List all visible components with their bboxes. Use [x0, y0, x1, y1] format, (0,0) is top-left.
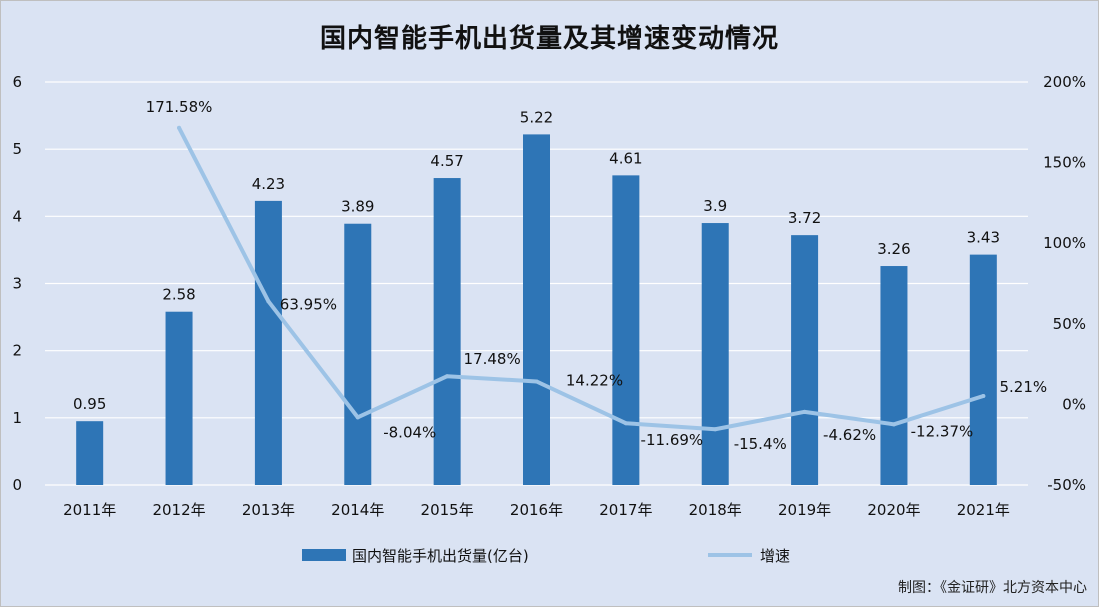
- bar: [701, 223, 729, 486]
- growth-value-label: -15.4%: [734, 435, 787, 453]
- x-tick-label: 2019年: [778, 501, 831, 519]
- growth-point: [802, 409, 807, 414]
- growth-point: [713, 427, 718, 432]
- growth-point: [981, 394, 986, 399]
- bar-value-label: 4.23: [252, 175, 285, 193]
- growth-value-label: 171.58%: [146, 98, 213, 116]
- x-tick-label: 2014年: [331, 501, 384, 519]
- growth-value-label: -11.69%: [641, 431, 704, 449]
- bar: [791, 235, 819, 485]
- legend-label-line: 增速: [760, 547, 790, 565]
- bar: [969, 254, 997, 485]
- x-tick-label: 2012年: [152, 501, 205, 519]
- bar-value-label: 3.72: [788, 209, 821, 227]
- left-axis-ticks: 0 1 2 3 4 5 6: [12, 73, 22, 494]
- x-tick-label: 2015年: [421, 501, 474, 519]
- line-data-labels: 171.58% 63.95% -8.04% 17.48% 14.22% -11.69% -1…: [146, 98, 1047, 453]
- bar: [523, 134, 550, 485]
- x-tick-label: 2020年: [867, 501, 920, 519]
- bar-data-labels: 0.95 2.58 4.23 3.89 4.57 5.22 4.61 3.9 3.72 3.26 3…: [73, 108, 1000, 413]
- left-tick-label: 5: [12, 140, 22, 158]
- left-tick-label: 6: [12, 73, 22, 91]
- left-tick-label: 4: [12, 207, 22, 225]
- bar-value-label: 4.57: [430, 152, 463, 170]
- growth-value-label: 17.48%: [464, 350, 521, 368]
- growth-point: [534, 379, 539, 384]
- x-tick-label: 2017年: [599, 501, 652, 519]
- left-tick-label: 2: [12, 342, 22, 360]
- x-tick-label: 2021年: [957, 501, 1010, 519]
- growth-point: [623, 421, 628, 426]
- growth-point: [445, 374, 450, 379]
- legend-swatch-bar: [302, 549, 346, 561]
- legend: 国内智能手机出货量(亿台) 增速: [302, 547, 790, 565]
- growth-value-label: -8.04%: [383, 423, 436, 441]
- right-tick-label: 200%: [1043, 73, 1086, 91]
- chart-title: 国内智能手机出货量及其增速变动情况: [319, 24, 779, 54]
- growth-line: [177, 125, 986, 432]
- growth-value-label: 5.21%: [999, 378, 1047, 396]
- bar-value-label: 3.43: [967, 229, 1000, 247]
- x-tick-label: 2016年: [510, 501, 563, 519]
- chart-credit: 制图：《金证研》北方资本中心: [898, 580, 1087, 596]
- bar: [344, 223, 372, 485]
- bar-value-label: 3.26: [877, 240, 910, 258]
- right-tick-label: 150%: [1043, 154, 1086, 172]
- bar: [254, 200, 282, 485]
- growth-point: [177, 125, 182, 130]
- bar-value-label: 3.89: [341, 198, 374, 216]
- right-tick-label: 100%: [1043, 234, 1086, 252]
- bar: [433, 178, 461, 485]
- growth-value-label: 14.22%: [566, 371, 623, 389]
- left-tick-label: 1: [12, 409, 22, 427]
- x-axis-ticks: 2011年 2012年 2013年 2014年 2015年 2016年 2017年 2018年…: [63, 501, 1010, 519]
- bar-value-label: 3.9: [703, 197, 727, 215]
- right-axis-ticks: -50% 0% 50% 100% 150% 200%: [1043, 73, 1086, 494]
- right-tick-label: -50%: [1047, 476, 1086, 494]
- right-tick-label: 0%: [1062, 395, 1086, 413]
- x-tick-label: 2018年: [689, 501, 742, 519]
- growth-point: [355, 415, 360, 420]
- bar: [612, 175, 640, 485]
- growth-value-label: -12.37%: [911, 422, 974, 440]
- bar-value-label: 4.61: [609, 149, 642, 167]
- bar: [165, 311, 193, 485]
- growth-value-label: -4.62%: [823, 426, 876, 444]
- growth-point: [891, 422, 896, 427]
- left-tick-label: 0: [12, 476, 22, 494]
- bar: [76, 421, 104, 485]
- growth-point: [266, 299, 271, 304]
- bar: [880, 266, 908, 485]
- left-tick-label: 3: [12, 275, 22, 293]
- growth-value-label: 63.95%: [280, 295, 337, 313]
- legend-label-bar: 国内智能手机出货量(亿台): [352, 547, 529, 565]
- bar-value-label: 5.22: [520, 108, 553, 126]
- bar-series: [76, 134, 997, 486]
- right-tick-label: 50%: [1053, 315, 1086, 333]
- bar-value-label: 2.58: [162, 286, 195, 304]
- x-tick-label: 2011年: [63, 501, 116, 519]
- bar-value-label: 0.95: [73, 395, 106, 413]
- growth-line-series: [177, 125, 986, 432]
- x-tick-label: 2013年: [242, 501, 295, 519]
